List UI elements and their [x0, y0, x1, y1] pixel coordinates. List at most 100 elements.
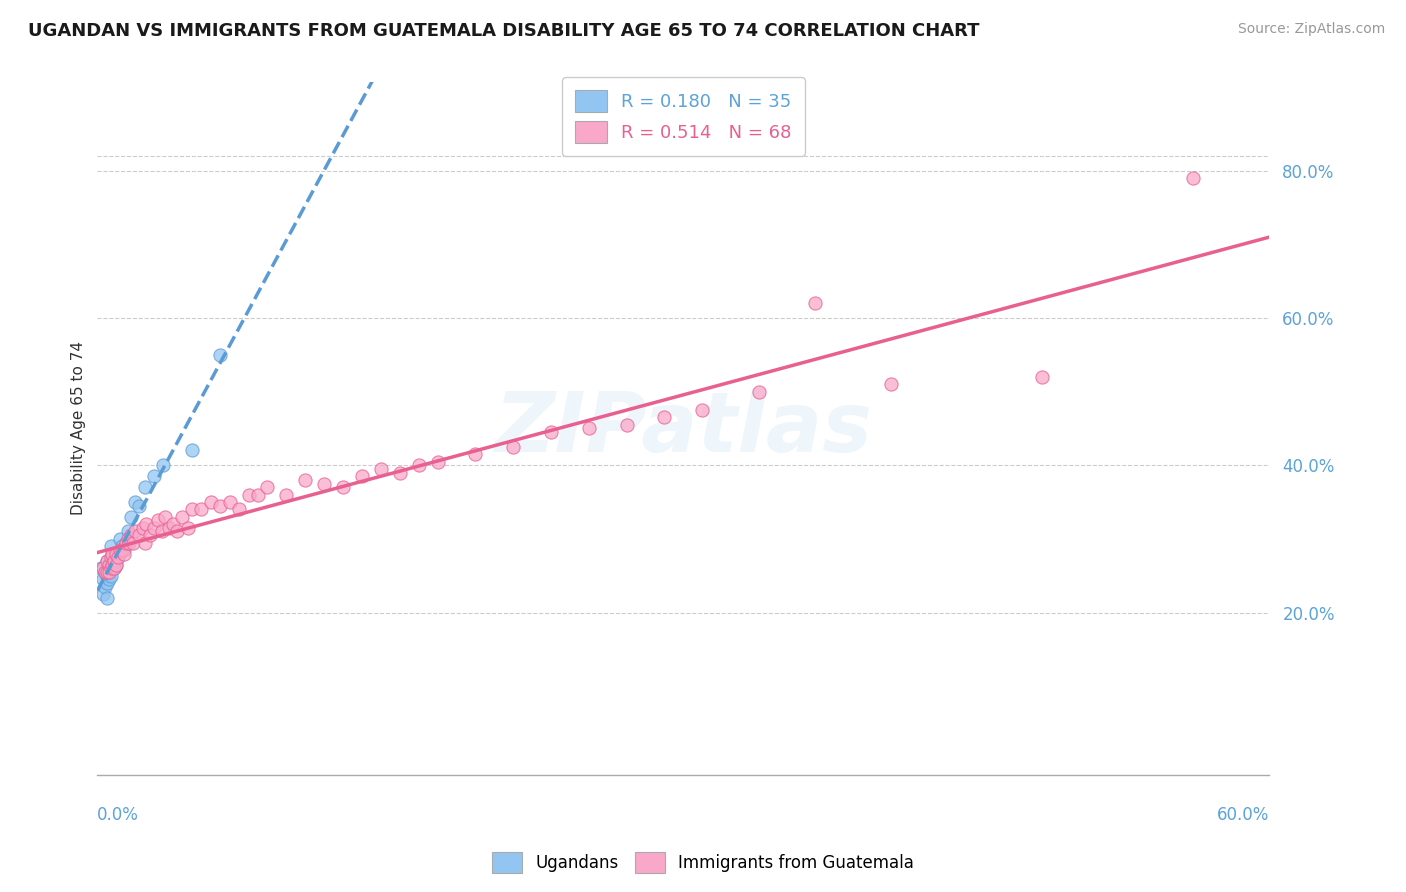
Point	[112, 542, 135, 557]
Point	[540, 425, 562, 439]
Point	[103, 561, 125, 575]
Point	[96, 568, 118, 582]
Point	[108, 532, 131, 546]
Point	[131, 521, 153, 535]
Point	[111, 542, 134, 557]
Point	[172, 509, 194, 524]
Point	[218, 495, 240, 509]
Legend: R = 0.180   N = 35, R = 0.514   N = 68: R = 0.180 N = 35, R = 0.514 N = 68	[562, 78, 804, 156]
Point	[124, 495, 146, 509]
Point	[101, 547, 124, 561]
Text: ZIPatlas: ZIPatlas	[495, 388, 872, 469]
Point	[180, 502, 202, 516]
Point	[107, 550, 129, 565]
Point	[135, 517, 157, 532]
Point	[122, 535, 145, 549]
Point	[616, 417, 638, 432]
Point	[1182, 170, 1205, 185]
Point	[276, 488, 298, 502]
Point	[180, 443, 202, 458]
Point	[120, 528, 142, 542]
Point	[124, 524, 146, 539]
Point	[128, 528, 150, 542]
Point	[209, 499, 232, 513]
Point	[426, 454, 449, 468]
Point	[96, 576, 118, 591]
Point	[152, 458, 174, 473]
Point	[100, 550, 122, 565]
Point	[94, 565, 117, 579]
Point	[370, 462, 392, 476]
Text: 0.0%: 0.0%	[97, 805, 139, 823]
Point	[100, 539, 122, 553]
Y-axis label: Disability Age 65 to 74: Disability Age 65 to 74	[72, 342, 86, 516]
Point	[100, 568, 122, 582]
Point	[120, 509, 142, 524]
Point	[94, 565, 117, 579]
Point	[502, 440, 524, 454]
Point	[103, 554, 125, 568]
Point	[96, 554, 118, 568]
Point	[880, 377, 903, 392]
Point	[190, 502, 212, 516]
Point	[101, 558, 124, 572]
Point	[143, 469, 166, 483]
Point	[96, 554, 118, 568]
Legend: Ugandans, Immigrants from Guatemala: Ugandans, Immigrants from Guatemala	[485, 846, 921, 880]
Point	[94, 580, 117, 594]
Point	[408, 458, 430, 473]
Point	[256, 480, 278, 494]
Point	[91, 561, 114, 575]
Point	[112, 547, 135, 561]
Point	[332, 480, 354, 494]
Point	[228, 502, 250, 516]
Point	[96, 565, 118, 579]
Point	[103, 550, 125, 565]
Point	[150, 524, 173, 539]
Point	[100, 561, 122, 575]
Point	[105, 558, 128, 572]
Point	[146, 513, 169, 527]
Point	[117, 524, 139, 539]
Point	[107, 550, 129, 565]
Point	[652, 410, 675, 425]
Point	[105, 547, 128, 561]
Point	[143, 521, 166, 535]
Point	[117, 532, 139, 546]
Point	[114, 535, 136, 549]
Point	[388, 466, 411, 480]
Point	[578, 421, 600, 435]
Point	[350, 469, 373, 483]
Point	[91, 587, 114, 601]
Point	[101, 547, 124, 561]
Point	[748, 384, 770, 399]
Point	[139, 528, 162, 542]
Point	[91, 573, 114, 587]
Point	[97, 558, 120, 572]
Point	[155, 509, 177, 524]
Point	[177, 521, 200, 535]
Point	[101, 558, 124, 572]
Point	[105, 547, 128, 561]
Text: Source: ZipAtlas.com: Source: ZipAtlas.com	[1237, 22, 1385, 37]
Text: 60.0%: 60.0%	[1216, 805, 1270, 823]
Point	[209, 348, 232, 362]
Text: UGANDAN VS IMMIGRANTS FROM GUATEMALA DISABILITY AGE 65 TO 74 CORRELATION CHART: UGANDAN VS IMMIGRANTS FROM GUATEMALA DIS…	[28, 22, 980, 40]
Point	[804, 296, 827, 310]
Point	[314, 476, 336, 491]
Point	[294, 473, 316, 487]
Point	[162, 517, 184, 532]
Point	[690, 403, 713, 417]
Point	[97, 558, 120, 572]
Point	[96, 591, 118, 605]
Point	[97, 565, 120, 579]
Point	[100, 558, 122, 572]
Point	[200, 495, 222, 509]
Point	[97, 573, 120, 587]
Point	[111, 539, 134, 553]
Point	[97, 565, 120, 579]
Point	[134, 535, 156, 549]
Point	[108, 542, 131, 557]
Point	[166, 524, 188, 539]
Point	[118, 535, 141, 549]
